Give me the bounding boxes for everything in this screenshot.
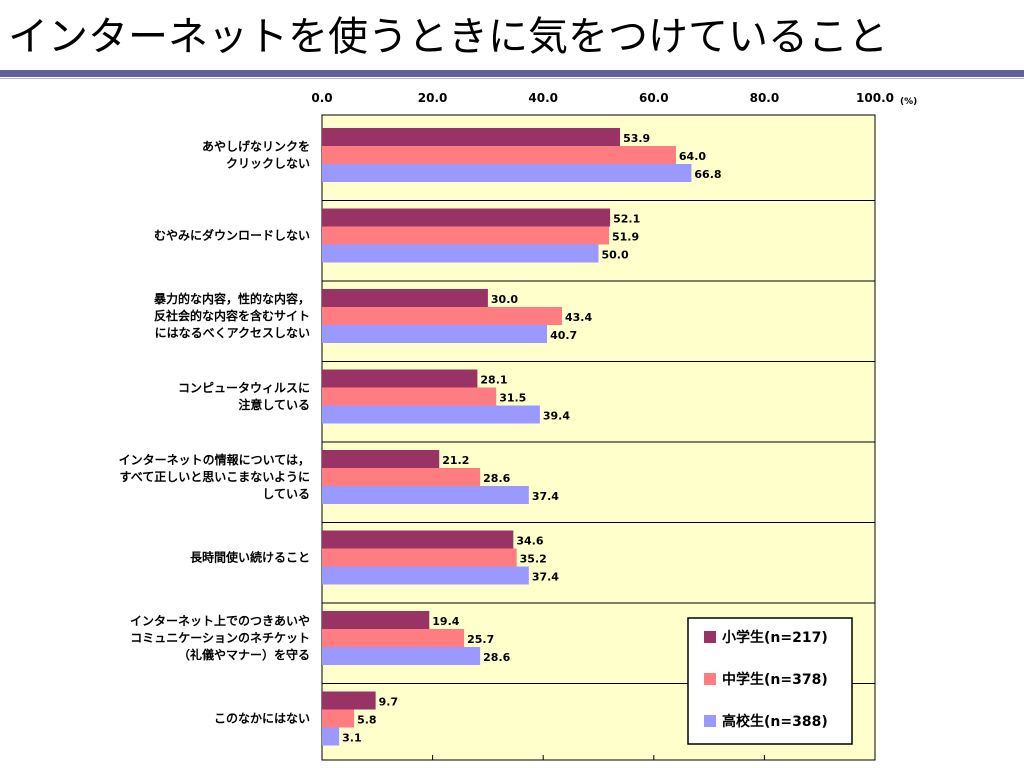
value-label: 9.7 [379, 696, 399, 709]
bar [322, 691, 376, 710]
x-tick-label: 0.0 [311, 91, 332, 105]
category-label: している [262, 487, 310, 501]
value-label: 28.6 [483, 472, 510, 485]
value-label: 43.4 [565, 311, 592, 324]
value-label: 28.6 [483, 651, 510, 664]
bar [322, 566, 529, 585]
x-tick-label: 100.0 [856, 91, 894, 105]
bar [322, 208, 611, 227]
value-label: 35.2 [520, 553, 547, 566]
x-tick-label: 80.0 [750, 91, 780, 105]
bar [322, 709, 355, 728]
value-label: 25.7 [467, 633, 494, 646]
category-label: （礼儀やマナー）を守る [178, 647, 310, 662]
x-tick-label: 20.0 [418, 91, 448, 105]
bar [322, 450, 440, 468]
bar [322, 369, 478, 388]
category-label: すべて正しいと思いこまないように [120, 470, 310, 484]
value-label: 31.5 [499, 392, 526, 405]
category-label: クリックしない [226, 157, 310, 171]
legend-label: 中学生(n=378) [722, 671, 828, 688]
bar [322, 611, 430, 629]
value-label: 28.1 [480, 374, 507, 387]
title-rule [0, 70, 1024, 77]
bar [322, 307, 563, 325]
slide-title: インターネットを使うときに気をつけていること [8, 14, 888, 60]
bar [322, 468, 481, 486]
x-tick-label: 60.0 [639, 91, 669, 105]
bar [322, 325, 548, 343]
bar [322, 146, 676, 164]
x-tick-label: 40.0 [528, 91, 558, 105]
category-label: このなかにはない [214, 712, 310, 726]
legend-label: 小学生(n=217) [722, 629, 828, 646]
category-label: インターネットの情報については， [119, 452, 310, 467]
bar [322, 629, 465, 647]
value-label: 5.8 [357, 714, 377, 727]
category-label: コンピュータウィルスに [178, 381, 310, 395]
value-label: 19.4 [432, 615, 459, 628]
category-label: インターネット上でのつきあいや [130, 613, 310, 628]
value-label: 3.1 [342, 732, 362, 745]
category-label: あやしげなリンクを [202, 139, 310, 154]
unit-label: (%) [900, 97, 917, 107]
value-label: 37.4 [532, 571, 559, 584]
value-label: 21.2 [442, 454, 469, 467]
value-label: 30.0 [491, 293, 518, 306]
category-label: 暴力的な内容，性的な内容， [153, 291, 310, 306]
bar [322, 244, 599, 263]
legend-swatch [704, 631, 716, 643]
category-label: 反社会的な内容を含むサイト [154, 308, 310, 323]
legend-label: 高校生(n=388) [722, 713, 828, 730]
value-label: 39.4 [543, 410, 570, 423]
bar [322, 727, 340, 746]
bar [322, 289, 488, 307]
value-label: 40.7 [550, 329, 577, 342]
category-label: コミュニケーションのネチケット [130, 631, 310, 645]
category-label: むやみにダウンロードしない [154, 228, 310, 243]
category-label: 長時間使い続けること [190, 550, 310, 565]
category-label: 注意している [238, 397, 310, 412]
legend-swatch [704, 715, 716, 727]
value-label: 52.1 [613, 213, 640, 226]
bar [322, 128, 621, 146]
bar [322, 548, 517, 567]
value-label: 50.0 [602, 249, 629, 262]
bar [322, 164, 692, 182]
value-label: 53.9 [623, 132, 650, 145]
value-label: 51.9 [612, 231, 639, 244]
value-label: 64.0 [679, 150, 706, 163]
value-label: 34.6 [516, 535, 543, 548]
legend-swatch [704, 673, 716, 685]
bar [322, 387, 497, 406]
bar [322, 486, 529, 504]
value-label: 37.4 [532, 490, 559, 503]
title-rule-secondary [0, 78, 1024, 79]
category-label: にはなるべくアクセスしない [155, 326, 310, 340]
bar [322, 405, 540, 424]
bar [322, 647, 481, 665]
value-label: 66.8 [694, 168, 721, 181]
bar [322, 530, 514, 549]
bar [322, 226, 610, 245]
